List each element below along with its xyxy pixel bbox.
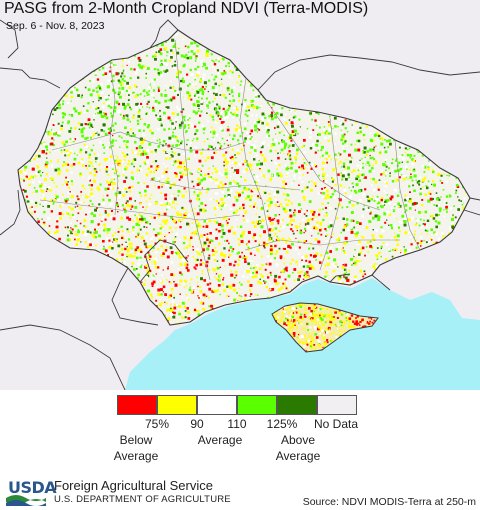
usda-logo [6, 495, 46, 506]
legend-tick-90: 90 [190, 417, 204, 431]
legend-below-line1: Below [119, 433, 153, 447]
map-title: PASG from 2-Month Cropland NDVI (Terra-M… [4, 0, 369, 17]
legend-tick-75: 75% [144, 417, 170, 431]
ndvi-map [0, 0, 480, 390]
date-range: Sep. 6 - Nov. 8, 2023 [6, 20, 105, 32]
legend-swatch-no-data [317, 395, 357, 415]
legend-above-line1: Above [280, 433, 316, 447]
data-source: Source: NDVI MODIS-Terra at 250-m [302, 496, 476, 508]
legend-average: Average [197, 433, 243, 447]
legend-tick-125: 125% [266, 417, 298, 431]
legend-swatch-75-90 [157, 395, 197, 415]
legend-above-line2: Average [275, 449, 321, 463]
legend-swatch-90-110 [197, 395, 237, 415]
legend-no-data-label: No Data [313, 417, 359, 431]
department-name: U.S. DEPARTMENT OF AGRICULTURE [54, 494, 231, 505]
legend-swatch-below-75 [117, 395, 157, 415]
usda-logo-text: USDA [8, 478, 57, 497]
legend-below-line2: Average [113, 449, 159, 463]
legend-swatch-above-125 [277, 395, 317, 415]
agency-name: Foreign Agricultural Service [54, 478, 213, 493]
legend-swatch-110-125 [237, 395, 277, 415]
legend-tick-110: 110 [227, 417, 247, 431]
